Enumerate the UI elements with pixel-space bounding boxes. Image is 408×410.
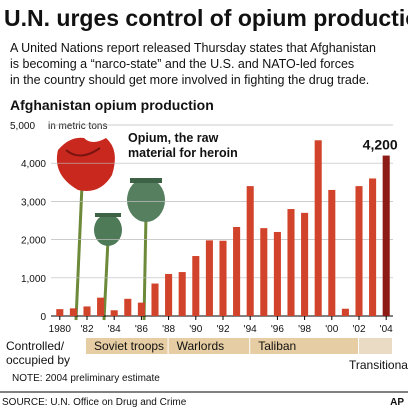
y-tick-label: 3,000 (21, 197, 46, 208)
bar (56, 309, 64, 316)
bar (69, 308, 77, 316)
x-tick-label: '04 (380, 324, 393, 335)
subtitle: A United Nations report released Thursda… (10, 41, 376, 55)
period-label: Taliban (258, 339, 296, 353)
bar (260, 228, 268, 316)
x-tick-label: '84 (108, 324, 121, 335)
bar (382, 155, 390, 316)
bar (246, 186, 254, 316)
source: SOURCE: U.N. Office on Drug and Crime (2, 397, 187, 408)
chart-title: U.N. urges control of opium production (4, 5, 408, 31)
bar (233, 226, 241, 316)
annotation: Opium, the raw (128, 131, 219, 145)
bar (151, 283, 159, 316)
timeline-label: occupied by (6, 353, 70, 367)
x-tick-label: '86 (135, 324, 148, 335)
y-tick-label: 2,000 (21, 236, 46, 247)
poppy-illustration (56, 137, 165, 321)
y-unit: in metric tons (48, 121, 107, 132)
bar (124, 298, 132, 316)
period-label: Transitional government (349, 358, 408, 372)
y-tick-label: 0 (40, 312, 46, 323)
x-tick-label: '94 (244, 324, 257, 335)
bar (219, 240, 227, 316)
bar (301, 212, 309, 316)
period-band (168, 338, 250, 354)
period-label: Soviet troops (94, 339, 164, 353)
timeline-label: Controlled/ (6, 339, 65, 353)
subtitle: in the country should get more involved … (10, 73, 369, 87)
bar (165, 273, 173, 316)
chart-heading: Afghanistan opium production (10, 97, 214, 113)
x-tick-label: '96 (271, 324, 284, 335)
bar (355, 186, 363, 316)
annotation: material for heroin (128, 146, 238, 160)
x-tick-label: '92 (216, 324, 229, 335)
y-tick-label: 1,000 (21, 274, 46, 285)
period-band (250, 338, 358, 354)
x-tick-label: '90 (189, 324, 202, 335)
bar (83, 306, 91, 316)
x-tick-label: 1980 (49, 324, 72, 335)
bar (328, 189, 336, 316)
bar (205, 240, 213, 316)
credit: AP (390, 397, 404, 408)
bar (273, 231, 281, 316)
x-tick-label: '82 (80, 324, 93, 335)
y-tick-label: 5,000 (10, 121, 35, 132)
subtitle: is becoming a “narco-state” and the U.S.… (10, 57, 354, 71)
bar (192, 256, 200, 316)
x-tick-label: '00 (325, 324, 338, 335)
bar (137, 302, 145, 316)
bar (287, 209, 295, 316)
bar (110, 310, 118, 316)
period-label: Warlords (177, 339, 225, 353)
period-band (86, 338, 168, 354)
bar (97, 297, 105, 316)
bar (314, 140, 322, 316)
x-tick-label: '02 (352, 324, 365, 335)
value-label: 4,200 (363, 137, 398, 153)
bar (341, 308, 349, 316)
note: NOTE: 2004 preliminary estimate (12, 373, 160, 384)
x-tick-label: '88 (162, 324, 175, 335)
x-tick-label: '98 (298, 324, 311, 335)
y-tick-label: 4,000 (21, 159, 46, 170)
bar (369, 178, 377, 316)
bar (178, 272, 186, 316)
period-band (359, 338, 392, 354)
